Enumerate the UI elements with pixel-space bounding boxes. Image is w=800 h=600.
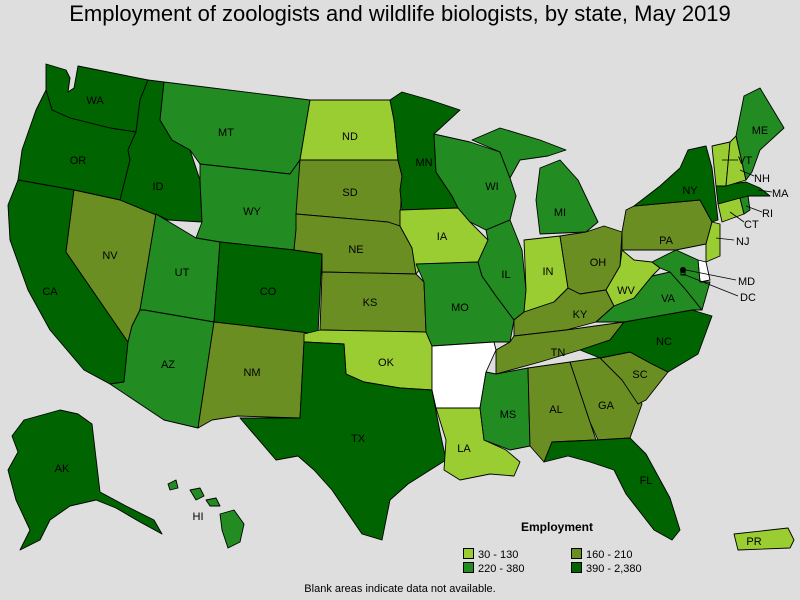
label-vt: VT <box>738 155 752 167</box>
legend-label: 390 - 2,380 <box>586 563 642 575</box>
label-wi: WI <box>485 181 498 193</box>
state-nc[interactable] <box>579 309 713 373</box>
state-ms[interactable] <box>479 367 531 451</box>
state-tx[interactable] <box>239 341 447 541</box>
label-pa: PA <box>659 235 674 247</box>
label-ri: RI <box>762 208 773 220</box>
state-az[interactable] <box>109 309 215 429</box>
legend-swatch <box>463 548 474 559</box>
label-dc: DC <box>740 292 756 304</box>
label-ma: MA <box>772 188 789 200</box>
legend-label: 220 - 380 <box>478 563 525 575</box>
label-fl: FL <box>640 475 653 487</box>
legend-swatch <box>463 562 474 573</box>
label-ia: IA <box>437 231 448 243</box>
label-mn: MN <box>415 157 432 169</box>
label-mi: MI <box>554 207 566 219</box>
label-ny: NY <box>682 185 698 197</box>
label-al: AL <box>549 404 562 416</box>
state-md[interactable] <box>651 249 711 311</box>
label-hi: HI <box>193 511 204 523</box>
leader-ma <box>757 189 773 193</box>
state-nd[interactable] <box>299 99 399 161</box>
label-ct: CT <box>744 219 759 231</box>
label-tx: TX <box>351 433 366 445</box>
label-md: MD <box>738 276 755 288</box>
label-mo: MO <box>451 302 469 314</box>
label-oh: OH <box>590 257 607 269</box>
label-sc: SC <box>632 369 647 381</box>
label-wy: WY <box>243 206 261 218</box>
legend-title: Employment <box>521 520 594 534</box>
label-wv: WV <box>617 285 635 297</box>
label-in: IN <box>543 266 554 278</box>
label-ok: OK <box>378 357 395 369</box>
leader-md <box>685 269 737 281</box>
legend-label: 30 - 130 <box>478 549 519 561</box>
label-nh: NH <box>754 173 770 185</box>
state-hi[interactable] <box>167 479 245 549</box>
state-ak[interactable] <box>7 409 163 551</box>
label-ga: GA <box>598 400 615 412</box>
label-pr: PR <box>746 536 761 548</box>
state-nj[interactable] <box>705 221 721 263</box>
label-ne: NE <box>348 244 363 256</box>
label-nc: NC <box>656 336 672 348</box>
label-or: OR <box>70 155 87 167</box>
legend-item: 220 - 380 <box>463 562 524 576</box>
label-va: VA <box>661 293 676 305</box>
label-nd: ND <box>342 131 358 143</box>
legend-item: 390 - 2,380 <box>571 562 642 576</box>
state-ma[interactable] <box>715 181 771 205</box>
label-nv: NV <box>102 250 118 262</box>
state-co[interactable] <box>213 241 323 335</box>
map-title: Employment of zoologists and wildlife bi… <box>69 1 731 26</box>
label-ca: CA <box>42 286 58 298</box>
label-wa: WA <box>86 95 104 107</box>
label-nm: NM <box>243 367 260 379</box>
label-sd: SD <box>342 187 357 199</box>
state-ny[interactable] <box>633 145 719 223</box>
label-nj: NJ <box>736 236 749 248</box>
label-id: ID <box>153 181 164 193</box>
state-wy[interactable] <box>195 159 301 251</box>
label-la: LA <box>457 443 471 455</box>
legend-item: 160 - 210 <box>571 548 632 562</box>
legend-item: 30 - 130 <box>463 548 518 562</box>
label-me: ME <box>752 125 769 137</box>
label-ms: MS <box>500 409 517 421</box>
leader-dc <box>682 273 739 297</box>
label-ks: KS <box>363 297 378 309</box>
label-il: IL <box>501 269 510 281</box>
state-mi[interactable] <box>471 127 599 235</box>
legend-swatch <box>571 548 582 559</box>
label-ut: UT <box>175 267 190 279</box>
leader-ct <box>729 211 745 223</box>
label-mt: MT <box>218 127 234 139</box>
legend-swatch <box>571 562 582 573</box>
label-co: CO <box>260 286 277 298</box>
state-pr[interactable] <box>733 527 795 551</box>
state-me[interactable] <box>735 87 785 181</box>
footnote: Blank areas indicate data not available. <box>304 583 496 595</box>
label-ky: KY <box>573 309 588 321</box>
dc-marker <box>680 267 686 273</box>
legend-label: 160 - 210 <box>586 549 633 561</box>
legend: Employment 30 - 130 160 - 210 220 - 380 … <box>463 520 663 578</box>
leader-nh <box>739 169 755 177</box>
label-ak: AK <box>55 463 70 475</box>
leader-ri <box>745 205 763 213</box>
label-tn: TN <box>551 347 566 359</box>
state-fl[interactable] <box>543 437 681 541</box>
label-az: AZ <box>161 359 175 371</box>
leader-nj <box>715 237 735 241</box>
